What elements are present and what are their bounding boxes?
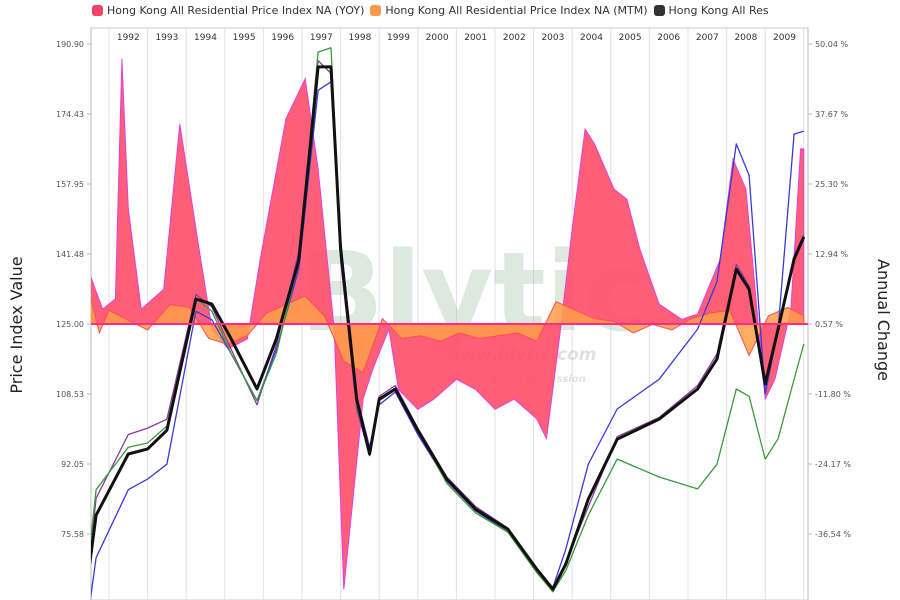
x-tick-label: 2006 <box>657 33 680 43</box>
y-tick-label: 141.48 <box>56 250 84 259</box>
x-tick-label: 1997 <box>310 33 333 43</box>
y2-tick-label: -36.54 % <box>815 530 851 539</box>
legend-item[interactable]: Hong Kong All Res <box>653 4 769 17</box>
y2-tick-label: 50.04 % <box>815 40 848 49</box>
x-tick-label: 2005 <box>619 33 642 43</box>
legend-label: Hong Kong All Residential Price Index NA… <box>385 4 648 17</box>
x-tick-label: 2001 <box>464 33 487 43</box>
y-tick-label: 108.53 <box>56 390 84 399</box>
y2-tick-label: 0.57 % <box>815 320 843 329</box>
y-tick-label: 92.05 <box>61 460 84 469</box>
x-tick-label: 2004 <box>580 33 603 43</box>
y2-tick-label: 37.67 % <box>815 110 848 119</box>
series-line-2 <box>91 65 806 591</box>
chart-legend: Hong Kong All Residential Price Index NA… <box>92 4 808 22</box>
y-tick-label: 125.00 <box>56 320 84 329</box>
x-tick-label: 2009 <box>773 33 796 43</box>
legend-swatch <box>92 5 103 16</box>
x-tick-label: 1996 <box>271 33 294 43</box>
x-tick-label: 1992 <box>117 33 140 43</box>
x-tick-label: 1993 <box>155 33 178 43</box>
y2-tick-label: -24.17 % <box>815 460 851 469</box>
x-tick-label: 2008 <box>734 33 757 43</box>
legend-item[interactable]: Hong Kong All Residential Price Index NA… <box>370 4 648 17</box>
y2-tick-label: -11.80 % <box>815 390 851 399</box>
series-area-1 <box>91 295 805 374</box>
y2-tick-label: 12.94 % <box>815 250 848 259</box>
x-tick-label: 1999 <box>387 33 410 43</box>
y-tick-label: 190.90 <box>56 40 84 49</box>
series-line-4 <box>91 81 804 600</box>
y2-tick-label: 25.30 % <box>815 180 848 189</box>
y-axis-title: Price Index Value <box>7 256 26 393</box>
x-tick-label: 2000 <box>426 33 449 43</box>
x-tick-label: 1998 <box>348 33 371 43</box>
legend-item[interactable]: Hong Kong All Residential Price Index NA… <box>92 4 364 17</box>
y-tick-label: 174.43 <box>56 110 84 119</box>
x-tick-label: 1995 <box>233 33 256 43</box>
plot-area <box>91 47 808 600</box>
legend-label: Hong Kong All Res <box>668 4 769 17</box>
y-tick-label: 75.58 <box>61 530 84 539</box>
x-tick-label: 2003 <box>541 33 564 43</box>
y2-axis-title: Annual Change <box>874 259 893 381</box>
x-tick-label: 2002 <box>503 33 526 43</box>
x-tick-label: 1994 <box>194 33 217 43</box>
y-tick-label: 157.95 <box>56 180 84 189</box>
legend-label: Hong Kong All Residential Price Index NA… <box>107 4 365 17</box>
x-tick-label: 2007 <box>696 33 719 43</box>
legend-swatch <box>653 5 665 16</box>
legend-swatch <box>370 5 382 16</box>
